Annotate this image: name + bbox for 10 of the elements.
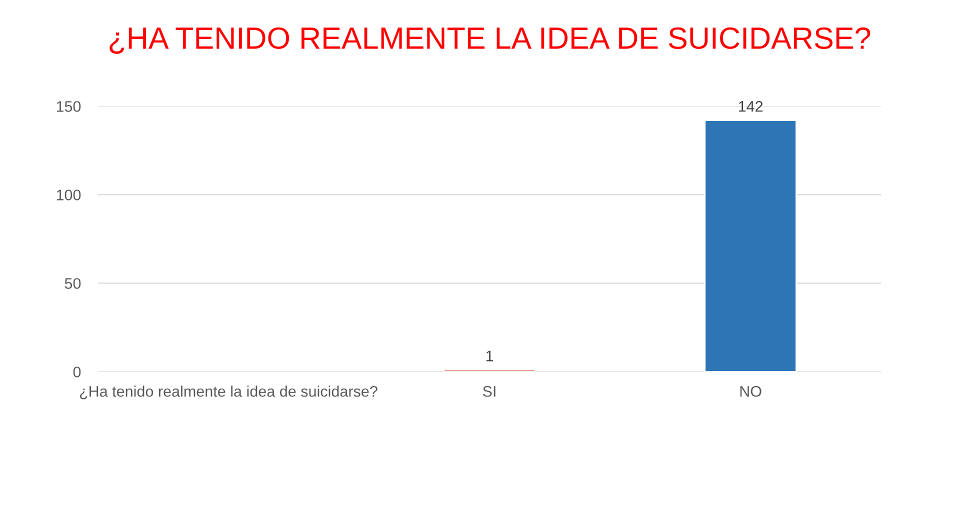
chart-title: ¿HA TENIDO REALMENTE LA IDEA DE SUICIDARSE? [110, 27, 870, 54]
y-tick-label: 150 [56, 101, 81, 112]
data-label: 1 [486, 350, 494, 362]
x-tick-label: SI [482, 386, 496, 397]
y-tick-label: 50 [64, 278, 81, 289]
y-tick-label: 0 [73, 366, 81, 378]
y-tick-label: 100 [56, 190, 81, 200]
x-tick-label: NO [740, 386, 762, 397]
data-label: 142 [738, 100, 763, 112]
x-tick-label: ¿Ha tenido realmente la idea de suicidarse? [80, 386, 378, 400]
